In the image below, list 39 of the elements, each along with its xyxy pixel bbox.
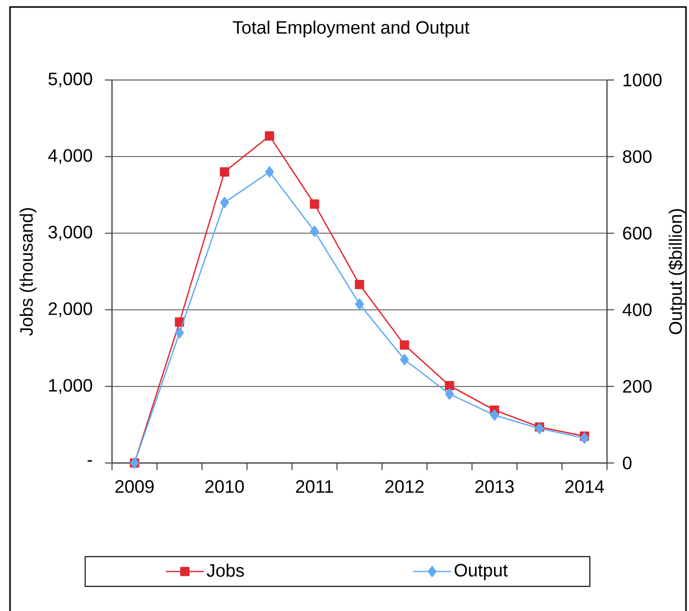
- point: [175, 327, 184, 338]
- point: [220, 196, 229, 208]
- point: [265, 166, 274, 178]
- x-tick-label: 2014: [565, 480, 604, 493]
- point: [220, 167, 230, 177]
- y-tick-label: 5,000: [48, 72, 92, 88]
- y-tick-label: -: [88, 460, 92, 462]
- point: [400, 354, 409, 366]
- y2-tick-label: 400: [622, 303, 652, 316]
- point: [310, 199, 320, 209]
- y2-axis-title: Output ($billion): [668, 209, 686, 334]
- point: [354, 280, 364, 290]
- y-axis-title: Jobs (thousand): [20, 208, 36, 336]
- y2-tick-label: 800: [622, 150, 652, 163]
- point: [445, 388, 454, 400]
- chart-title: Total Employment and Output: [232, 20, 470, 38]
- x-tick-label: 2012: [385, 480, 424, 493]
- point: [355, 298, 364, 310]
- y-tick-label: 2,000: [48, 302, 92, 318]
- y2-tick-label: 0: [622, 456, 632, 470]
- point: [264, 131, 274, 141]
- point: [400, 340, 410, 350]
- y2-tick-label: 1000: [624, 74, 662, 86]
- x-tick-label: 2013: [475, 480, 514, 493]
- x-tick-label: 2009: [115, 480, 154, 493]
- point: [535, 422, 544, 434]
- legend-label: Output: [454, 564, 508, 580]
- y2-tick-label: 200: [623, 380, 652, 393]
- point: [580, 432, 589, 444]
- legend-label: Jobs: [206, 564, 244, 577]
- x-tick-label: 2011: [296, 480, 333, 493]
- point: [444, 380, 454, 390]
- x-tick-label: 2010: [205, 480, 244, 493]
- y2-tick-label: 600: [623, 226, 652, 240]
- y-tick-label: 3,000: [48, 226, 92, 241]
- y-tick-label: 1,000: [49, 378, 92, 394]
- point: [310, 226, 319, 237]
- y-tick-label: 4,000: [48, 149, 92, 164]
- point: [490, 409, 499, 421]
